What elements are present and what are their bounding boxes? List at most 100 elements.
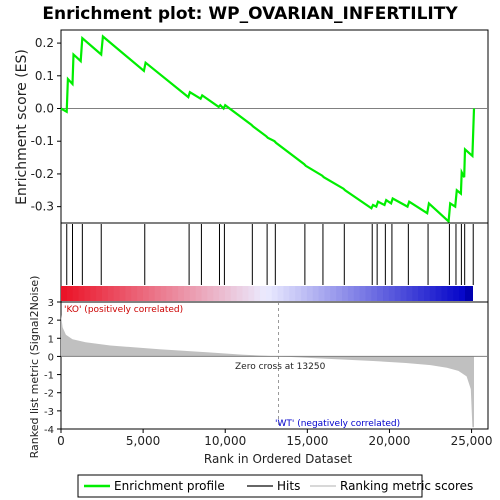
heatbar-segment (283, 286, 291, 301)
heatbar-segment (289, 286, 297, 301)
heatbar-segment (312, 286, 320, 301)
metric-axis-label: Ranked list metric (Signal2Noise) (28, 276, 41, 459)
heatbar-segment (254, 286, 262, 301)
heatbar-segment (359, 286, 367, 301)
heatbar-segment (66, 286, 74, 301)
metric-ytick-label: 1 (48, 334, 54, 345)
x-axis-label: Rank in Ordered Dataset (204, 452, 352, 466)
heatbar-segment (336, 286, 344, 301)
heatbar-segment (435, 286, 443, 301)
es-series-line (60, 34, 476, 224)
heatbar-segment (166, 286, 174, 301)
heatbar-segment (306, 286, 314, 301)
heatbar-segment (295, 286, 303, 301)
heatbar-segment (271, 286, 279, 301)
heatbar-segment (72, 286, 80, 301)
heatbar-segment (260, 286, 267, 301)
heatbar-segment (365, 286, 373, 301)
heatbar-segment (383, 286, 390, 301)
heatbar-segment (465, 286, 473, 301)
metric-panel (60, 301, 489, 430)
heatbar-segment (418, 286, 426, 301)
heatbar-segment (342, 286, 349, 301)
heatbar-segment (96, 286, 103, 301)
heatbar-segment (441, 286, 449, 301)
heatbar-segment (119, 286, 127, 301)
heatbar-segment (353, 286, 361, 301)
metric-ytick-label: -3 (44, 407, 54, 418)
es-axis-label: Enrichment score (ES) (14, 49, 30, 205)
heatbar-segment (424, 286, 431, 301)
metric-ytick-label: 3 (48, 298, 54, 309)
negative-correlation-label: 'WT' (negatively correlated) (275, 419, 400, 429)
x-tick-label: 25,000 (451, 434, 493, 448)
legend-hits-label: Hits (277, 479, 300, 493)
heatbar-segment (429, 286, 437, 301)
heatbar-segment (113, 286, 121, 301)
heatbar-segment (406, 286, 414, 301)
es-ytick-label: 0.2 (35, 36, 54, 50)
heatbar-segment (178, 286, 185, 301)
positive-correlation-label: 'KO' (positively correlated) (64, 305, 183, 315)
heatbar-segment (453, 286, 461, 301)
heatbar-segment (347, 286, 355, 301)
heatbar-segment (412, 286, 420, 301)
metric-ytick-label: 2 (48, 316, 54, 327)
legend-es-label: Enrichment profile (114, 479, 225, 493)
es-ytick-label: 0.0 (35, 102, 54, 116)
heatbar-segment (388, 286, 396, 301)
heatbar-segment (248, 286, 256, 301)
heatbar-segment (154, 286, 162, 301)
metric-ytick-label: -4 (44, 425, 54, 436)
es-panel (60, 29, 489, 224)
heatbar-segment (131, 286, 139, 301)
heatbar-segment (230, 286, 238, 301)
heatbar-segment (330, 286, 338, 301)
es-ytick-label: 0.1 (35, 69, 54, 83)
heatbar-segment (160, 286, 168, 301)
heatbar-segment (195, 286, 203, 301)
zero-cross-label: Zero cross at 13250 (235, 362, 326, 372)
heatbar-segment (125, 286, 133, 301)
metric-ytick-label: -2 (44, 389, 54, 400)
heatbar-segment (236, 286, 244, 301)
heatbar-segment (224, 286, 232, 301)
metric-ytick-label: -1 (44, 371, 54, 382)
heatbar-segment (371, 286, 379, 301)
heatbar-segment (172, 286, 180, 301)
heatbar-segment (183, 286, 191, 301)
x-tick-label: 20,000 (368, 434, 410, 448)
x-tick-label: 15,000 (286, 434, 328, 448)
heatbar-segment (318, 286, 326, 301)
heatbar-segment (137, 286, 144, 301)
heatbar-segment (142, 286, 150, 301)
heatbar-segment (107, 286, 115, 301)
heatbar-segment (78, 286, 86, 301)
metric-ytick-label: 0 (48, 352, 54, 363)
heatbar-segment (61, 286, 68, 301)
heatbar-segment (277, 286, 285, 301)
chart-title: Enrichment plot: WP_OVARIAN_INFERTILITY (42, 4, 458, 24)
heatbar-segment (324, 286, 332, 301)
legend: Enrichment profile Hits Ranking metric s… (77, 474, 473, 498)
heatbar-segment (377, 286, 385, 301)
legend-metric-label: Ranking metric scores (340, 479, 473, 493)
es-ytick-label: -0.1 (31, 134, 54, 148)
heatbar-segment (459, 286, 466, 301)
heatbar-segment (201, 286, 209, 301)
heatbar-segment (265, 286, 273, 301)
x-tick-label: 5,000 (126, 434, 160, 448)
heatbar-segment (84, 286, 92, 301)
heatbar-segment (219, 286, 226, 301)
heatbar-segment (189, 286, 197, 301)
heatbar-segment (447, 286, 455, 301)
heatbar-segment (207, 286, 215, 301)
es-ytick-label: -0.2 (31, 167, 54, 181)
es-ytick-label: -0.3 (31, 200, 54, 214)
heatbar-segment (90, 286, 98, 301)
heatbar-segment (301, 286, 308, 301)
heatbar-segment (242, 286, 250, 301)
x-tick-label: 0 (57, 434, 65, 448)
heatbar-segment (213, 286, 221, 301)
